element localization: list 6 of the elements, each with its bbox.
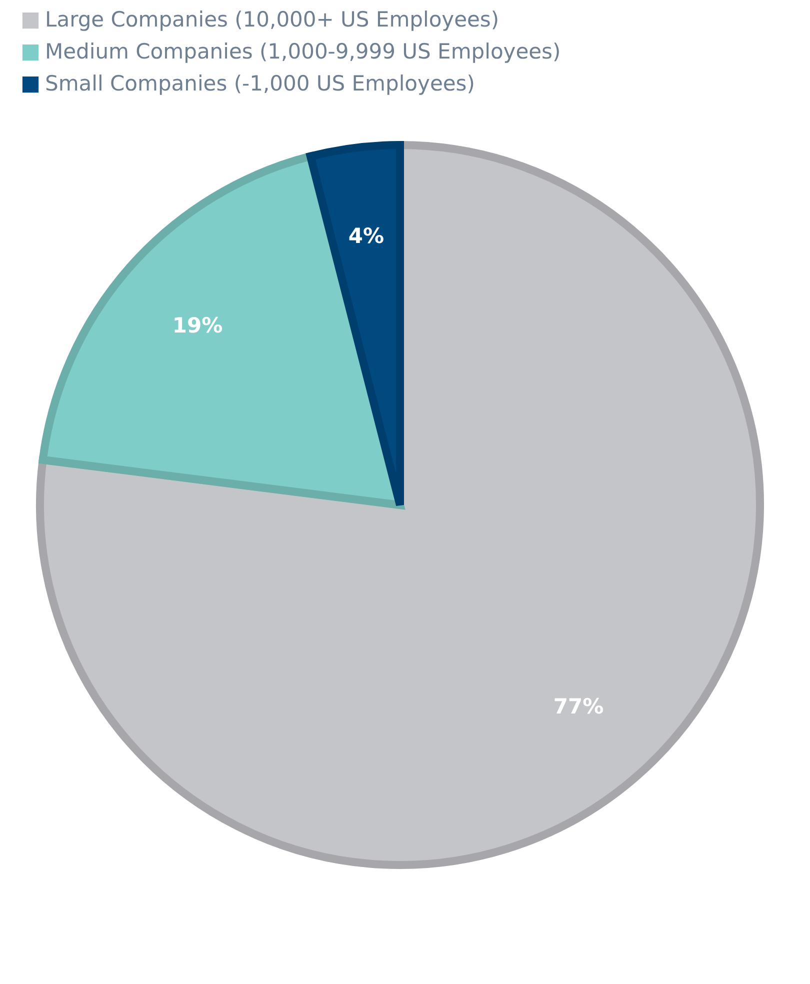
legend-label: Small Companies (-1,000 US Employees) — [45, 72, 475, 96]
data-label: 19% — [172, 313, 223, 338]
legend-label: Medium Companies (1,000-9,999 US Employees) — [45, 40, 561, 64]
data-label: 4% — [348, 224, 384, 248]
data-label: 77% — [553, 694, 604, 719]
legend-label: Large Companies (10,000+ US Employees) — [45, 8, 500, 32]
